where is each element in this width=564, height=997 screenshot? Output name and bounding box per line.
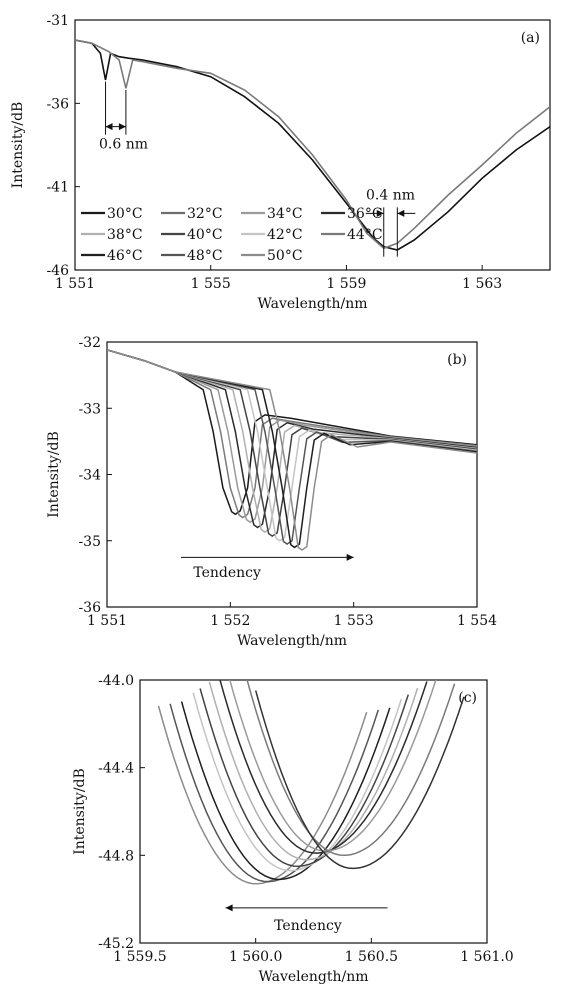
legend-label: 46°C (107, 248, 143, 264)
y-tick-label: -41 (46, 180, 69, 196)
y-tick-label: -44.8 (98, 848, 134, 864)
x-axis-label: Wavelength/nm (237, 633, 347, 649)
y-axis-label: Intensity/dB (46, 431, 62, 518)
annotation-label: 0.6 nm (99, 137, 148, 153)
legend-label: 44°C (347, 227, 383, 243)
y-tick-label: -45.2 (98, 936, 134, 952)
series-line (107, 349, 477, 551)
series-line (180, 701, 391, 881)
y-tick-label: -33 (78, 401, 101, 417)
y-tick-label: -35 (78, 534, 101, 550)
legend-label: 50°C (267, 248, 303, 264)
tendency-label: Tendency (193, 565, 261, 581)
x-tick-label: 1 552 (210, 613, 250, 629)
panel-label: (b) (447, 352, 467, 368)
series-line (219, 680, 428, 854)
x-tick-label: 1 560.5 (345, 949, 398, 965)
legend-label: 30°C (107, 206, 143, 222)
x-tick-label: 1 561.0 (460, 949, 513, 965)
series-line (169, 703, 380, 883)
arrow-head (376, 209, 384, 217)
plot-frame (139, 679, 488, 944)
series-line (107, 349, 477, 546)
series-line (107, 349, 477, 519)
x-tick-label: 1 560.0 (229, 949, 282, 965)
y-tick-label: -32 (78, 335, 101, 351)
arrow-head (118, 123, 126, 131)
arrow-head (105, 123, 113, 131)
series-line (254, 690, 465, 870)
y-tick-label: -46 (46, 263, 69, 279)
legend-label: 42°C (267, 227, 303, 243)
series-line (107, 349, 477, 524)
chart-panel-c: 1 559.5 1 560.0 1 560.5 1 561.0 -44.0 -44.4 -4… (72, 673, 514, 985)
y-tick-label: -36 (78, 600, 101, 616)
legend-label: 48°C (187, 248, 223, 264)
arrow-head (397, 209, 405, 217)
arrow-head (346, 553, 354, 561)
x-tick-label: 1 559 (326, 276, 366, 292)
series-line (107, 349, 477, 516)
series-line (75, 39, 550, 250)
x-tick-label: 1 555 (191, 276, 231, 292)
y-axis-label: Intensity/dB (10, 102, 26, 189)
series-line (75, 39, 550, 251)
y-tick-label: -36 (46, 96, 69, 112)
series-group (107, 349, 477, 551)
series-line (107, 349, 477, 549)
x-tick-label: 1 559.5 (113, 949, 166, 965)
x-tick-label: 1 553 (334, 613, 374, 629)
legend-label: 34°C (267, 206, 303, 222)
legend-label: 38°C (107, 227, 143, 243)
series-line (192, 692, 403, 872)
y-tick-label: -44.0 (98, 673, 134, 689)
series-line (208, 681, 419, 861)
arrow-head (225, 904, 233, 912)
x-tick-label: 1 551 (87, 613, 127, 629)
plot-frame (106, 341, 478, 608)
tendency-label: Tendency (274, 918, 342, 934)
y-tick-label: -34 (78, 468, 101, 484)
panel-label: (a) (521, 30, 540, 46)
plot-frame (74, 19, 551, 271)
x-tick-label: 1 551 (55, 276, 95, 292)
y-tick-label: -31 (46, 13, 69, 29)
x-axis-label: Wavelength/nm (258, 969, 368, 985)
chart-panel-a: 1 551 1 555 1 559 1 563 -31 -36 -41 -46 Waveleng… (10, 13, 551, 312)
series-line (199, 688, 410, 867)
x-tick-label: 1 563 (462, 276, 502, 292)
y-tick-label: -44.4 (98, 761, 134, 777)
legend-label: 32°C (187, 206, 223, 222)
series-line (157, 705, 368, 885)
series-line (246, 680, 456, 857)
y-axis-label: Intensity/dB (72, 768, 88, 855)
series-group (75, 39, 550, 251)
x-axis-label: Wavelength/nm (257, 296, 367, 312)
legend-label: 36°C (347, 206, 383, 222)
series-line (229, 680, 437, 852)
legend-label: 40°C (187, 227, 223, 243)
series-group (157, 680, 465, 885)
x-tick-label: 1 554 (457, 613, 497, 629)
chart-panel-b: 1 551 1 552 1 553 1 554 -32 -33 -34 -35 -36 Wavel… (46, 335, 497, 649)
annotation-label: 0.4 nm (366, 187, 415, 203)
